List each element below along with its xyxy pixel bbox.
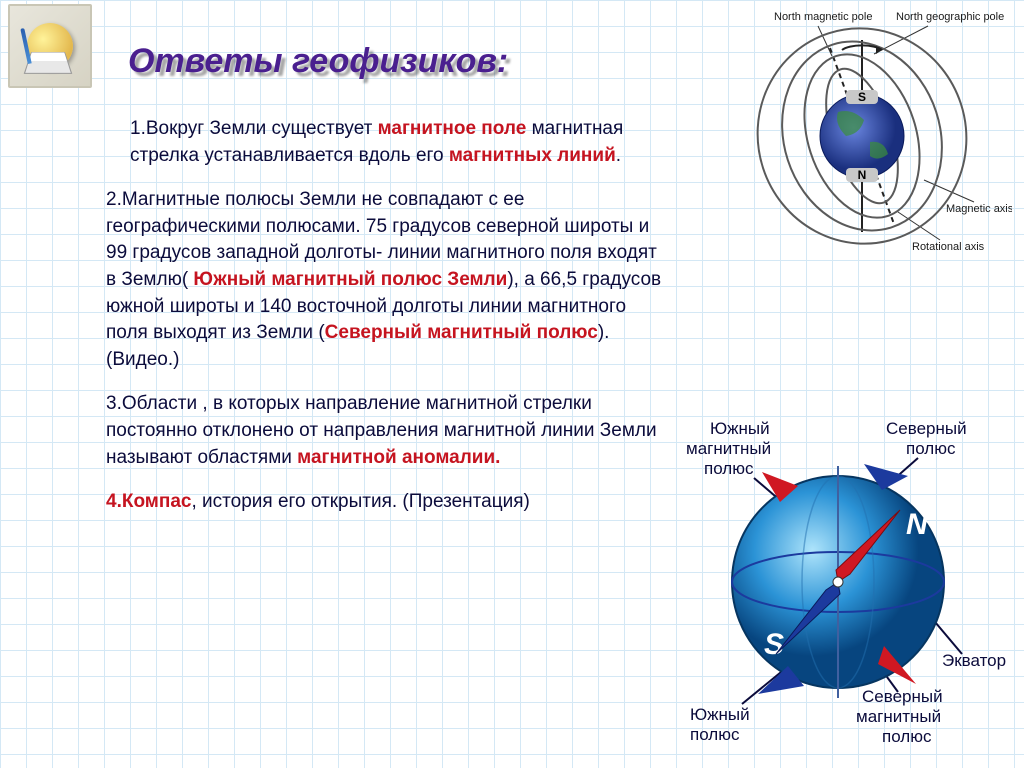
p1-highlight-1: магнитное поле — [378, 118, 527, 139]
paragraph-1: 1.Вокруг Земли существует магнитное поле… — [130, 116, 666, 169]
label-north-geographic-pole: North geographic pole — [896, 11, 1004, 23]
label-south-geo: Южныйполюс — [690, 705, 750, 744]
p1-prefix: 1.Вокруг Земли существует — [130, 118, 378, 139]
pole-s-label: S — [858, 90, 866, 104]
label-magnetic-axis: Magnetic axis — [946, 203, 1012, 215]
label-north-geo: Северныйполюс — [886, 419, 967, 458]
p2-highlight-2: Северный магнитный полюс — [325, 322, 598, 343]
paragraph-2: 2.Магнитные полюсы Земли не совпадают с … — [106, 187, 666, 373]
label-rotational-axis: Rotational axis — [912, 241, 985, 253]
p1-suffix: . — [616, 145, 621, 166]
page-title: Ответы геофизиков: — [128, 42, 508, 81]
body-text: 1.Вокруг Земли существует магнитное поле… — [106, 116, 666, 534]
label-equator: Экватор — [942, 651, 1006, 670]
p4-highlight: 4.Компас — [106, 491, 191, 512]
globe-N: N — [906, 508, 929, 541]
pole-n-label: N — [858, 168, 867, 182]
label-north-magnetic: Северныймагнитныйполюс — [856, 687, 943, 746]
label-south-magnetic: Южныймагнитныйполюс — [686, 419, 771, 478]
p3-highlight-1: магнитной аномалии. — [297, 447, 500, 468]
globe-S: S — [764, 628, 784, 661]
p4-suffix: , история его открытия. (Презентация) — [191, 491, 529, 512]
p2-highlight-1: Южный магнитный полюс Земли — [193, 269, 507, 290]
corner-decoration — [8, 4, 92, 88]
paragraph-4: 4.Компас, история его открытия. (Презент… — [106, 489, 666, 516]
p1-highlight-2: магнитных линий — [449, 145, 616, 166]
compass-globe-diagram: Южныймагнитныйполюс Северныйполюс Эквато… — [686, 406, 1016, 746]
label-north-magnetic-pole: North magnetic pole — [774, 11, 872, 23]
earth-field-diagram: North magnetic pole North geographic pol… — [712, 2, 1012, 292]
paragraph-3: 3.Области , в которых направление магнит… — [106, 391, 666, 471]
